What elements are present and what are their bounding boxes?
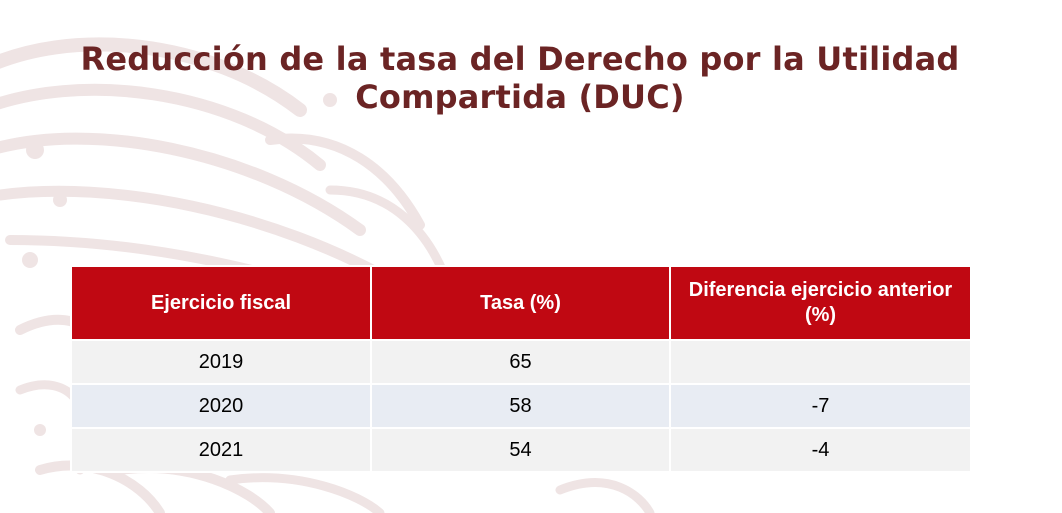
page-title: Reducción de la tasa del Derecho por la … bbox=[80, 40, 960, 116]
duc-rate-table: Ejercicio fiscal Tasa (%) Diferencia eje… bbox=[70, 265, 972, 473]
table-row: 2020 58 -7 bbox=[70, 383, 972, 429]
cell-rate: 58 bbox=[370, 383, 671, 429]
cell-year: 2021 bbox=[70, 427, 372, 473]
cell-rate: 54 bbox=[370, 427, 671, 473]
cell-difference: -7 bbox=[669, 383, 972, 429]
header-rate: Tasa (%) bbox=[370, 265, 671, 341]
header-difference: Diferencia ejercicio anterior (%) bbox=[669, 265, 972, 341]
table-row: 2021 54 -4 bbox=[70, 427, 972, 473]
table-header-row: Ejercicio fiscal Tasa (%) Diferencia eje… bbox=[70, 265, 972, 341]
cell-difference: -4 bbox=[669, 427, 972, 473]
table-row: 2019 65 bbox=[70, 339, 972, 385]
header-fiscal-year: Ejercicio fiscal bbox=[70, 265, 372, 341]
cell-year: 2020 bbox=[70, 383, 372, 429]
cell-difference bbox=[669, 339, 972, 385]
cell-rate: 65 bbox=[370, 339, 671, 385]
cell-year: 2019 bbox=[70, 339, 372, 385]
